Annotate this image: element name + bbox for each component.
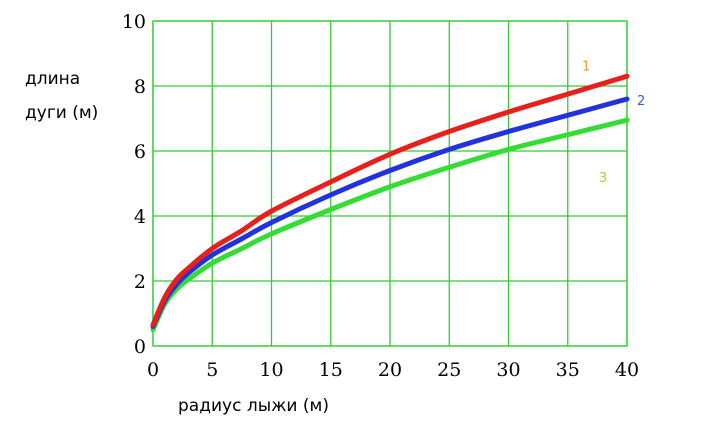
series-label-1: 1 bbox=[582, 59, 590, 74]
x-axis-label: радиус лыжи (м) bbox=[178, 396, 329, 416]
series-line-2 bbox=[150, 96, 630, 329]
series-label-2: 2 bbox=[637, 94, 645, 109]
x-tick-label: 30 bbox=[496, 359, 520, 381]
y-tick-label: 10 bbox=[122, 11, 146, 33]
y-tick-label: 8 bbox=[134, 76, 146, 98]
y-tick-label: 2 bbox=[134, 271, 146, 293]
y-tick-label: 0 bbox=[134, 336, 146, 358]
x-tick-label: 40 bbox=[615, 359, 639, 381]
grid bbox=[152, 20, 628, 347]
y-axis-label-line-2: дуги (м) bbox=[25, 103, 98, 123]
y-tick-label: 4 bbox=[134, 206, 146, 228]
x-tick-label: 10 bbox=[259, 359, 283, 381]
plot-frame bbox=[152, 20, 628, 347]
tick-labels: 0 5 10 15 20 25 30 35 40 0 2 4 6 8 10 bbox=[122, 11, 639, 381]
x-tick-label: 0 bbox=[147, 359, 159, 381]
x-tick-label: 5 bbox=[206, 359, 218, 381]
x-tick-label: 20 bbox=[378, 359, 402, 381]
series-lines bbox=[150, 73, 630, 333]
y-tick-label: 6 bbox=[134, 141, 146, 163]
y-axis-label-line-1: длина bbox=[25, 69, 80, 89]
x-tick-label: 15 bbox=[319, 359, 343, 381]
series-label-3: 3 bbox=[599, 171, 607, 186]
series-labels: 1 2 3 bbox=[582, 59, 645, 186]
x-tick-label: 35 bbox=[556, 359, 580, 381]
series-line-3 bbox=[150, 117, 630, 333]
x-tick-label: 25 bbox=[437, 359, 461, 381]
series-line-1 bbox=[150, 73, 630, 328]
